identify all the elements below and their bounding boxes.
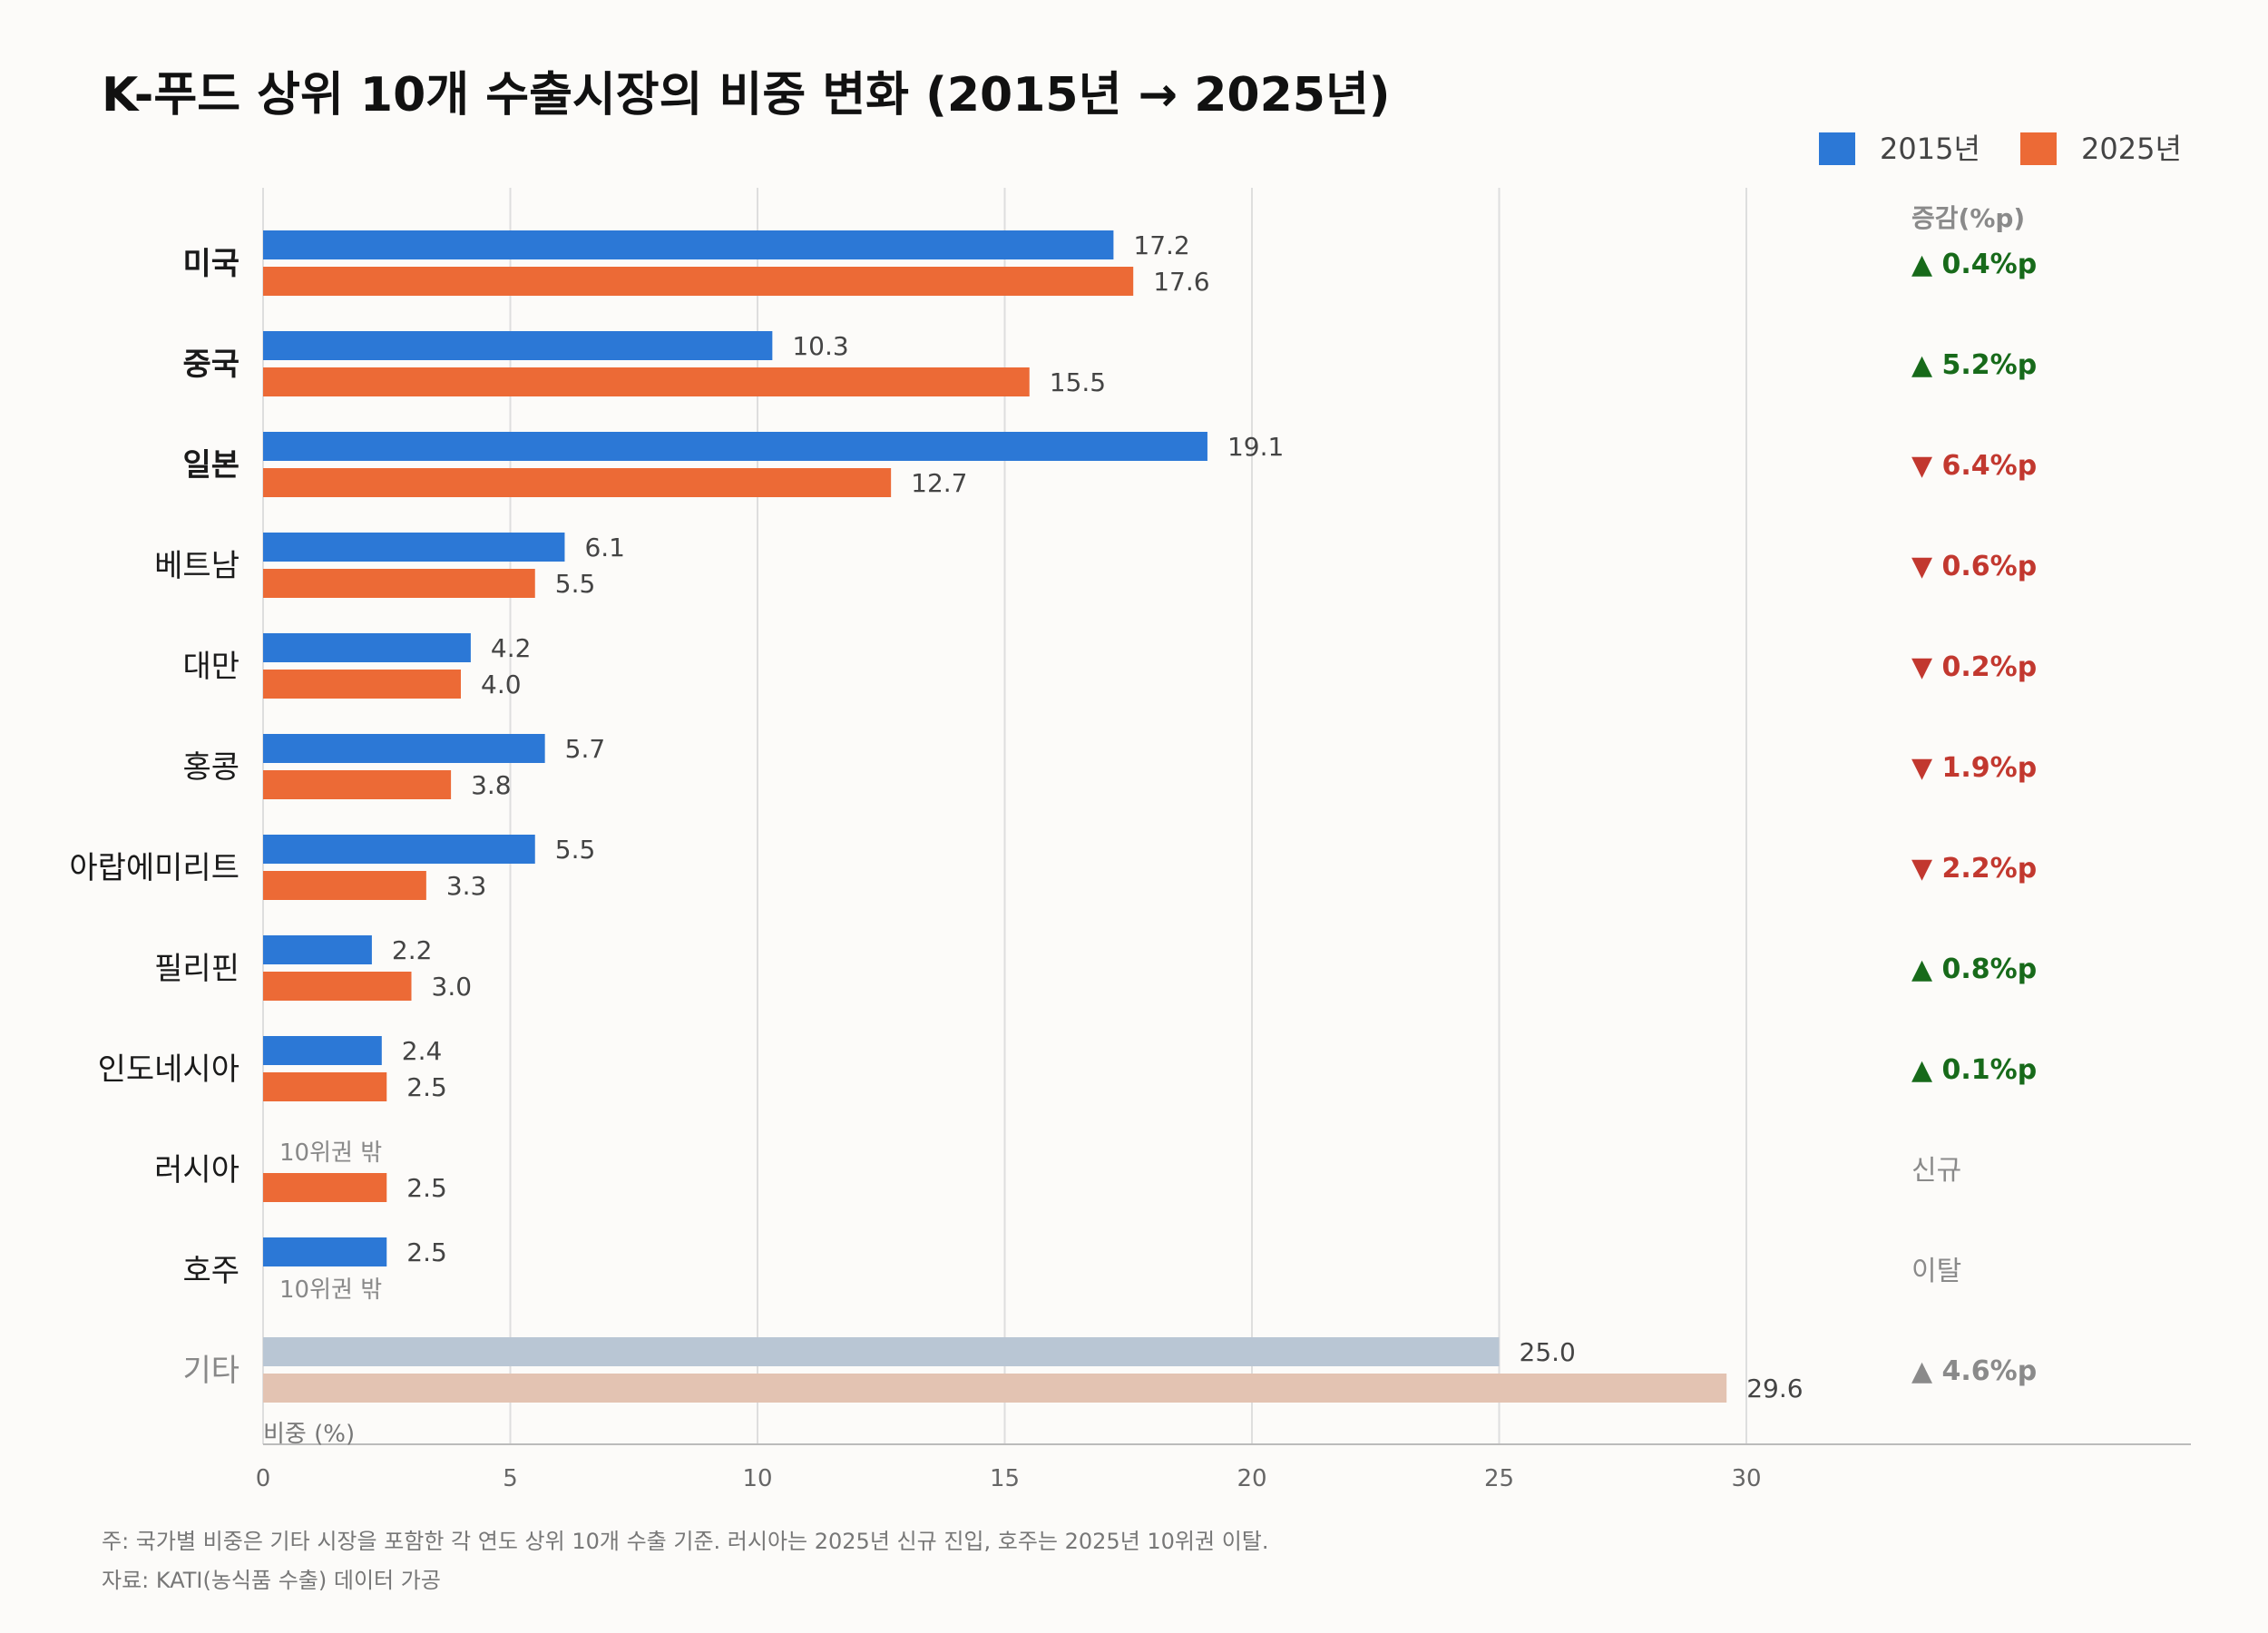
category-label: 중국 bbox=[182, 347, 240, 383]
bar-value-label: 29.6 bbox=[1746, 1374, 1803, 1403]
change-indicator: ▲ 0.8%p bbox=[1911, 953, 2037, 985]
change-indicator: ▼ 0.6%p bbox=[1911, 551, 2037, 582]
bar-2025 bbox=[263, 770, 452, 799]
legend-swatch bbox=[1819, 132, 1855, 165]
bar-2015 bbox=[263, 432, 1207, 461]
change-indicator: ▼ 0.2%p bbox=[1911, 651, 2037, 683]
bar-2015 bbox=[263, 633, 471, 662]
bar-2015 bbox=[263, 331, 773, 360]
x-tick-label: 0 bbox=[256, 1465, 271, 1492]
category-label: 기타 bbox=[182, 1353, 240, 1389]
bar-2025 bbox=[263, 1374, 1727, 1403]
bar-value-label: 6.1 bbox=[584, 533, 625, 562]
bar-2025 bbox=[263, 1072, 387, 1101]
bar-value-label: 5.7 bbox=[565, 734, 606, 764]
change-header: 증감(%p) bbox=[1911, 203, 2025, 233]
change-indicator: 이탈 bbox=[1911, 1256, 1961, 1287]
bar-2015 bbox=[263, 734, 545, 763]
bar-value-label: 17.6 bbox=[1153, 267, 1209, 297]
bar-value-label: 10.3 bbox=[792, 331, 848, 361]
bar-value-label: 15.5 bbox=[1050, 367, 1106, 397]
bar-2025 bbox=[263, 569, 535, 598]
change-indicator: ▼ 2.2%p bbox=[1911, 853, 2037, 885]
category-label: 베트남 bbox=[154, 548, 240, 584]
change-indicator: ▲ 0.1%p bbox=[1911, 1054, 2037, 1086]
change-indicator: 신규 bbox=[1911, 1155, 1961, 1187]
bar-2015 bbox=[263, 935, 372, 964]
out-of-top10-label: 10위권 밖 bbox=[279, 1276, 382, 1304]
bar-2015 bbox=[263, 835, 535, 864]
bar-2025 bbox=[263, 367, 1030, 396]
bar-value-label: 2.5 bbox=[406, 1173, 447, 1203]
change-indicator: ▲ 5.2%p bbox=[1911, 349, 2037, 381]
change-indicator: ▲ 4.6%p bbox=[1911, 1355, 2037, 1387]
x-tick-label: 25 bbox=[1484, 1465, 1514, 1492]
legend-label: 2015년 bbox=[1880, 132, 1980, 166]
bar-value-label: 4.2 bbox=[491, 633, 532, 663]
bar-2015 bbox=[263, 533, 565, 562]
change-indicator: ▼ 1.9%p bbox=[1911, 752, 2037, 784]
bar-value-label: 25.0 bbox=[1520, 1337, 1576, 1367]
category-label: 홍콩 bbox=[182, 749, 240, 786]
bar-value-label: 3.3 bbox=[446, 871, 487, 901]
x-tick-label: 5 bbox=[503, 1465, 518, 1492]
category-label: 호주 bbox=[182, 1253, 240, 1289]
bar-value-label: 19.1 bbox=[1227, 432, 1284, 462]
bar-value-label: 2.4 bbox=[402, 1036, 443, 1066]
bar-value-label: 5.5 bbox=[555, 835, 596, 865]
category-label: 대만 bbox=[182, 649, 240, 685]
bar-value-label: 2.5 bbox=[406, 1072, 447, 1102]
footnote: 주: 국가별 비중은 기타 시장을 포함한 각 연도 상위 10개 수출 기준.… bbox=[102, 1529, 1269, 1554]
bar-value-label: 2.5 bbox=[406, 1237, 447, 1267]
source-note: 자료: KATI(농식품 수출) 데이터 가공 bbox=[102, 1568, 441, 1593]
page-title: K-푸드 상위 10개 수출시장의 비중 변화 (2015년 → 2025년) bbox=[102, 68, 1391, 122]
bar-2025 bbox=[263, 972, 412, 1001]
x-tick-label: 10 bbox=[742, 1465, 772, 1492]
bar-value-label: 12.7 bbox=[911, 468, 967, 498]
category-label: 미국 bbox=[182, 246, 240, 282]
legend-swatch bbox=[2020, 132, 2057, 165]
bar-value-label: 3.8 bbox=[471, 770, 512, 800]
bar-2025 bbox=[263, 267, 1134, 296]
bar-value-label: 4.0 bbox=[481, 670, 522, 699]
bar-2025 bbox=[263, 468, 892, 497]
category-label: 러시아 bbox=[154, 1152, 240, 1188]
x-tick-label: 20 bbox=[1237, 1465, 1266, 1492]
bar-value-label: 2.2 bbox=[392, 935, 433, 965]
category-label: 인도네시아 bbox=[98, 1051, 240, 1088]
bar-2015 bbox=[263, 1237, 387, 1266]
legend-label: 2025년 bbox=[2081, 132, 2182, 166]
x-axis-label: 비중 (%) bbox=[263, 1421, 355, 1448]
category-label: 일본 bbox=[182, 447, 240, 484]
x-tick-label: 30 bbox=[1731, 1465, 1761, 1492]
category-label: 아랍에미리트 bbox=[69, 850, 240, 886]
bar-2015 bbox=[263, 230, 1114, 259]
change-indicator: ▼ 6.4%p bbox=[1911, 450, 2037, 482]
category-label: 필리핀 bbox=[154, 951, 240, 987]
change-indicator: ▲ 0.4%p bbox=[1911, 249, 2037, 280]
x-tick-label: 15 bbox=[990, 1465, 1020, 1492]
bar-value-label: 17.2 bbox=[1133, 230, 1189, 260]
bar-2015 bbox=[263, 1036, 382, 1065]
bar-value-label: 5.5 bbox=[555, 569, 596, 599]
bar-2025 bbox=[263, 871, 426, 900]
bar-2015 bbox=[263, 1337, 1500, 1366]
out-of-top10-label: 10위권 밖 bbox=[279, 1139, 382, 1167]
bar-2025 bbox=[263, 670, 461, 699]
bar-2025 bbox=[263, 1173, 387, 1202]
bar-value-label: 3.0 bbox=[432, 972, 473, 1002]
